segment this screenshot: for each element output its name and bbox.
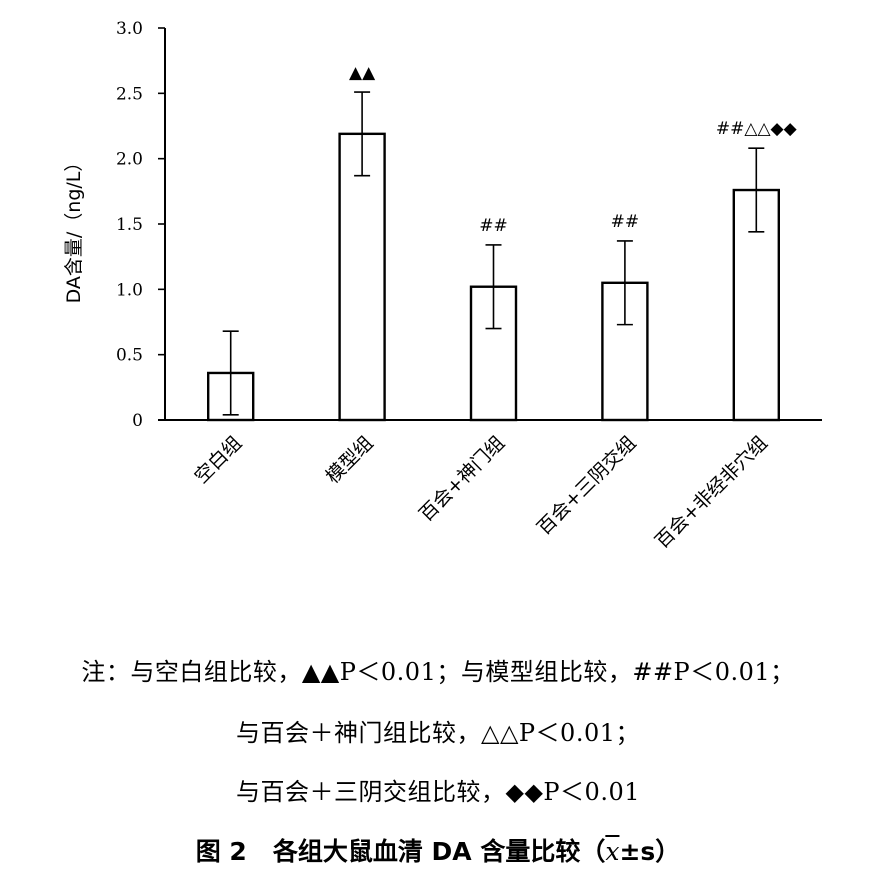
error-bars (222, 91, 765, 416)
significance-labels: ▲▲ ## ## ##△△◆◆ (349, 63, 798, 236)
x-tick-label: 模型组 (322, 432, 378, 488)
significance-mark: ## (479, 216, 508, 236)
mean-symbol: x (605, 837, 620, 866)
y-tick-label: 2.5 (116, 84, 143, 104)
y-axis-label: DA含量/（ng/L） (63, 153, 85, 304)
significance-mark: ##△△◆◆ (716, 119, 798, 139)
y-tick-label: 1.5 (116, 215, 143, 235)
y-tick-labels: 0 0.5 1.0 1.5 2.0 2.5 3.0 (116, 19, 143, 431)
y-tick-label: 0.5 (116, 346, 143, 366)
x-tick-label: 空白组 (190, 432, 246, 488)
y-tick-label: 3.0 (116, 19, 143, 39)
bar (338, 132, 386, 422)
bars (206, 132, 780, 422)
x-tick-label: 百会+神门组 (415, 432, 509, 526)
figure-title: 各组大鼠血清 DA 含量比较（ (272, 837, 606, 866)
stat-suffix: ±s） (619, 837, 681, 866)
figure-caption: 图 2 各组大鼠血清 DA 含量比较（x±s） (0, 832, 876, 868)
x-tick-label: 百会+非经非穴组 (651, 432, 772, 553)
y-tick-label: 0 (132, 411, 143, 431)
x-tick-labels: 空白组 模型组 百会+神门组 百会+三阴交组 百会+非经非穴组 (190, 432, 771, 553)
figure-number: 图 2 (195, 837, 247, 866)
significance-mark: ## (611, 212, 640, 232)
note-line-1: 注：与空白组比较，▲▲P＜0.01；与模型组比较，##P＜0.01； (81, 658, 795, 686)
y-tick-label: 2.0 (116, 150, 143, 170)
bar-chart: 00.51.01.52.02.53.0 ▲▲## ####△△◆◆ 空白组 模型组百… (63, 19, 822, 553)
y-tick-label: 1.0 (116, 280, 143, 300)
x-tick-label: 百会+三阴交组 (533, 432, 640, 539)
significance-mark: ▲▲ (349, 63, 376, 83)
note-line-2: 与百会＋神门组比较，△△P＜0.01； (236, 719, 640, 747)
note-line-3: 与百会＋三阴交组比较，◆◆P＜0.01 (236, 778, 640, 806)
